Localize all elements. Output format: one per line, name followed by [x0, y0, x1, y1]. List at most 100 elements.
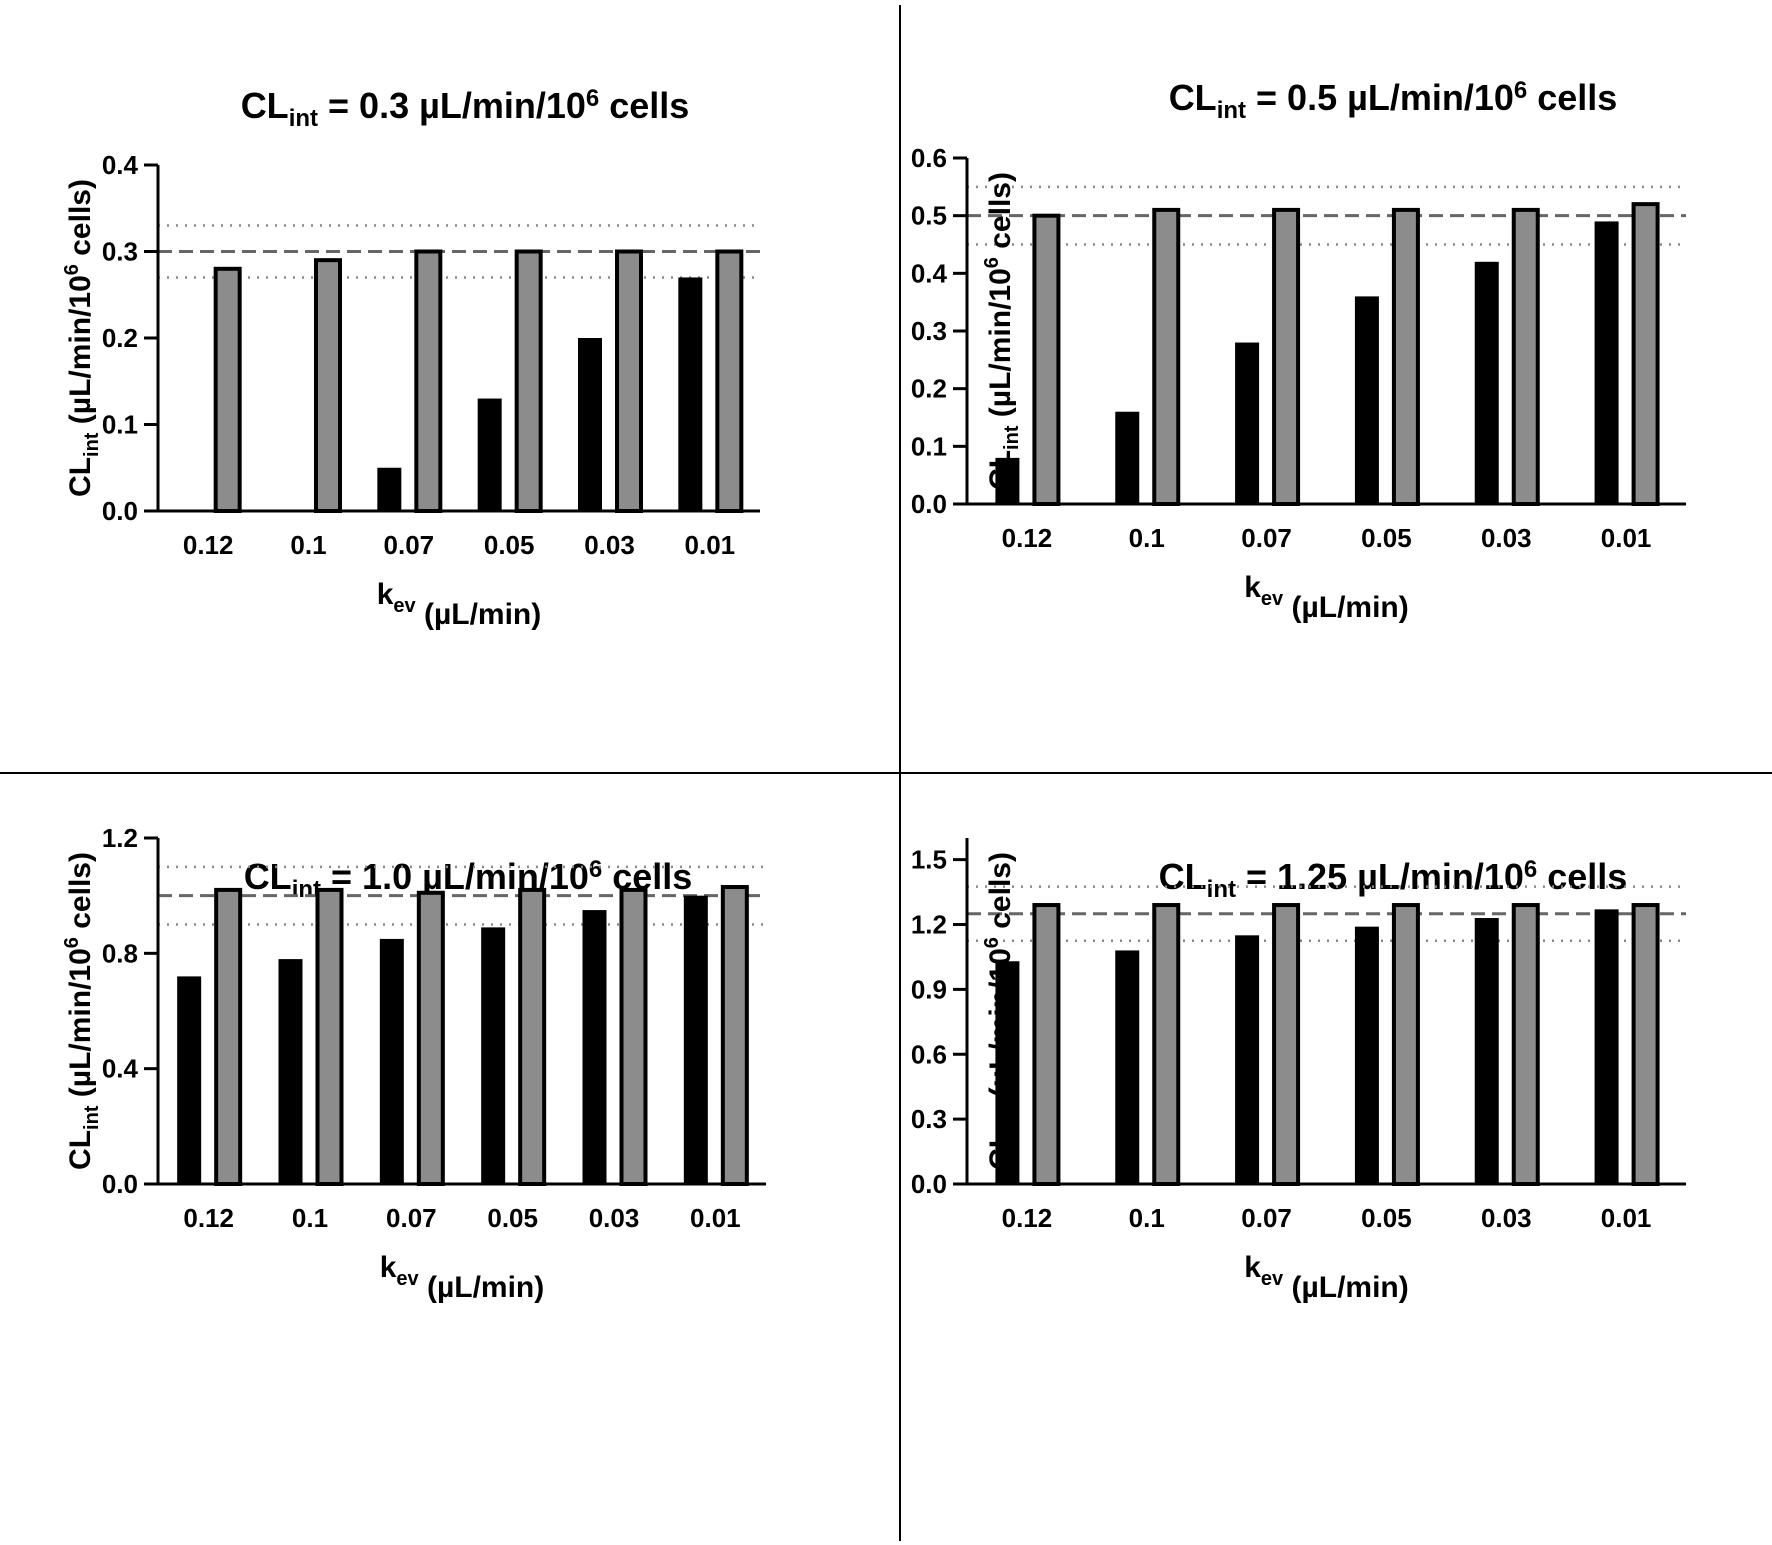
y-axis-label: CLint (µL/min/106 cells): [981, 172, 1023, 490]
y-tick-label: 1.2: [102, 823, 138, 853]
x-tick-label: 0.07: [384, 530, 435, 560]
bar-series-2: [619, 887, 648, 1187]
bar-series-2: [315, 887, 344, 1187]
bar-series-1: [1115, 950, 1140, 1184]
x-tick-label: 0.1: [290, 530, 326, 560]
x-axis-label: kev (µL/min): [1244, 1251, 1409, 1304]
x-tick-label: 0.05: [487, 1203, 538, 1233]
y-tick-label: 0.6: [911, 1039, 947, 1069]
x-tick-label: 0.1: [1129, 523, 1165, 553]
chart-title: CLint = 1.0 µL/min/106 cells: [244, 856, 693, 903]
y-axis-label-group: CLint (µL/min/106 cells): [61, 179, 103, 497]
y-tick-label: 0.9: [911, 974, 947, 1004]
bar-series-1: [995, 457, 1020, 504]
chart-panel-3: CLint = 1.0 µL/min/106 cells 0.12 0.1 0.07 0…: [61, 823, 766, 1304]
y-axis-label-group: CLint (µL/min/106 cells): [61, 852, 103, 1170]
bar-series-1: [379, 938, 404, 1184]
y-tick-label: 0.2: [911, 374, 947, 404]
bar-series-1: [481, 927, 506, 1184]
bar-series-1: [578, 338, 602, 511]
y-tick-label: 0.3: [911, 316, 947, 346]
x-axis-label: kev (µL/min): [1244, 571, 1409, 624]
y-tick-label: 0.4: [102, 1054, 139, 1084]
x-tick-label: 0.03: [589, 1203, 640, 1233]
x-tick-label: 0.1: [1129, 1203, 1165, 1233]
bar-series-1: [1474, 261, 1499, 504]
bar-series-1: [995, 961, 1020, 1184]
bar-series-2: [715, 249, 744, 513]
x-axis-label: kev (µL/min): [380, 1251, 545, 1304]
y-tick-label: 0.0: [102, 1169, 138, 1199]
x-tick-label: 0.05: [1361, 523, 1412, 553]
x-tick-label: 0.01: [1601, 1203, 1652, 1233]
y-tick-label: 1.2: [911, 910, 947, 940]
bar-series-1: [582, 910, 607, 1184]
x-tick-label: 0.07: [1241, 1203, 1292, 1233]
bar-series-2: [615, 249, 643, 513]
bar-series-2: [1631, 202, 1660, 506]
bar-series-1: [278, 959, 303, 1184]
x-tick-label: 0.01: [1601, 523, 1652, 553]
y-axis-label: CLint (µL/min/106 cells): [61, 179, 103, 497]
chart-panel-2: CLint = 0.5 µL/min/106 cells 0.12 0.1 0.07 0…: [911, 77, 1686, 624]
x-axis-label: kev (µL/min): [377, 578, 542, 631]
bar-series-2: [416, 890, 445, 1186]
y-tick-label: 0.3: [911, 1104, 947, 1134]
x-tick-label: 0.12: [183, 1203, 234, 1233]
bar-series-1: [1235, 342, 1260, 504]
x-tick-label: 0.05: [484, 530, 535, 560]
bar-series-2: [414, 249, 443, 513]
bar-series-2: [1032, 903, 1061, 1186]
bar-series-1: [1594, 909, 1619, 1184]
bar-series-2: [1272, 903, 1301, 1186]
bar-series-1: [1354, 296, 1379, 504]
x-tick-label: 0.01: [690, 1203, 741, 1233]
bar-series-2: [1391, 903, 1420, 1186]
bar-series-2: [1391, 207, 1420, 506]
y-tick-label: 0.5: [911, 201, 947, 231]
x-tick-label: 0.12: [183, 530, 234, 560]
y-tick-label: 0.0: [911, 1169, 947, 1199]
x-tick-label: 0.07: [386, 1203, 437, 1233]
chart-title: CLint = 0.3 µL/min/106 cells: [241, 85, 690, 132]
bar-series-2: [1032, 213, 1061, 507]
y-tick-label: 0.1: [102, 410, 138, 440]
y-axis-label: CLint (µL/min/106 cells): [981, 852, 1023, 1170]
bar-series-2: [314, 258, 342, 513]
bar-series-1: [1235, 935, 1260, 1184]
x-tick-label: 0.03: [1481, 1203, 1532, 1233]
bar-series-1: [477, 398, 502, 511]
chart-title: CLint = 0.5 µL/min/106 cells: [1169, 77, 1618, 124]
bar-series-1: [1594, 221, 1619, 504]
bar-series-1: [177, 976, 202, 1184]
bar-series-1: [377, 467, 402, 511]
bar-series-2: [1272, 207, 1301, 506]
bar-series-2: [1511, 903, 1540, 1186]
y-tick-label: 0.6: [911, 143, 947, 173]
x-tick-label: 0.12: [1002, 523, 1053, 553]
y-tick-label: 0.8: [102, 938, 138, 968]
bar-series-1: [1474, 918, 1499, 1184]
y-tick-label: 0.2: [102, 323, 138, 353]
y-axis-label: CLint (µL/min/106 cells): [61, 852, 103, 1170]
bar-series-2: [213, 266, 242, 513]
x-tick-label: 0.01: [685, 530, 736, 560]
bar-series-1: [678, 277, 703, 511]
chart-title: CLint = 1.25 µL/min/106 cells: [1159, 856, 1628, 903]
chart-panel-1: CLint = 0.3 µL/min/106 cells 0.12 0.1 0.07 0…: [61, 85, 760, 631]
bar-series-1: [683, 895, 708, 1184]
bar-series-2: [214, 887, 243, 1187]
bar-series-2: [1631, 903, 1660, 1186]
x-tick-label: 0.05: [1361, 1203, 1412, 1233]
y-tick-label: 0.0: [911, 489, 947, 519]
chart-panel-4: CLint = 1.25 µL/min/106 cells 0.12 0.1 0.07…: [911, 838, 1686, 1304]
x-tick-label: 0.07: [1241, 523, 1292, 553]
y-axis-label-group: CLint (µL/min/106 cells): [981, 852, 1023, 1170]
y-tick-label: 0.1: [911, 431, 947, 461]
x-tick-label: 0.12: [1002, 1203, 1053, 1233]
bar-series-1: [1354, 926, 1379, 1184]
x-tick-label: 0.03: [1481, 523, 1532, 553]
bar-series-2: [518, 887, 547, 1187]
y-tick-label: 0.3: [102, 237, 138, 267]
